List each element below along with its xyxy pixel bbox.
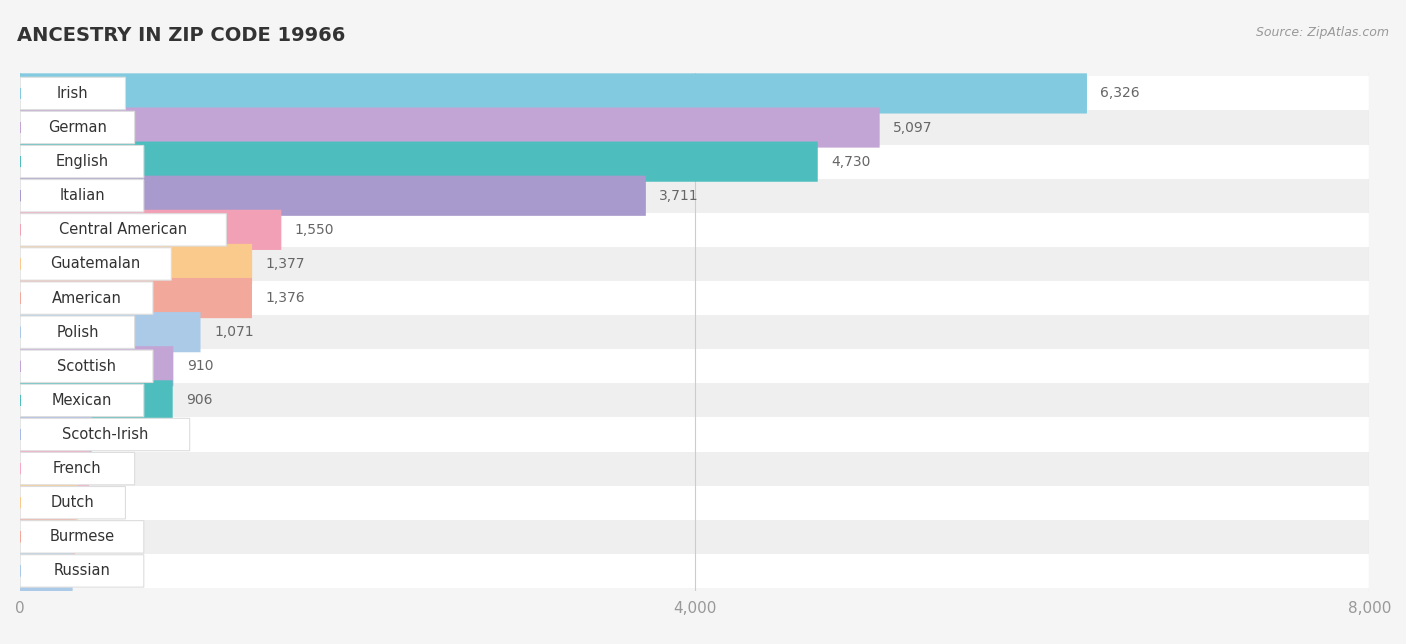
Text: Polish: Polish: [56, 325, 98, 339]
FancyBboxPatch shape: [20, 77, 125, 109]
FancyBboxPatch shape: [20, 108, 880, 147]
Text: 3,711: 3,711: [659, 189, 699, 203]
Text: French: French: [53, 461, 101, 476]
FancyBboxPatch shape: [20, 419, 190, 451]
Text: Italian: Italian: [59, 188, 105, 204]
Text: Russian: Russian: [53, 564, 111, 578]
Text: 5,097: 5,097: [893, 120, 932, 135]
FancyBboxPatch shape: [20, 214, 226, 246]
FancyBboxPatch shape: [20, 247, 1369, 281]
FancyBboxPatch shape: [20, 349, 1369, 383]
Text: 343: 343: [91, 496, 118, 509]
Text: 906: 906: [186, 393, 212, 408]
Text: English: English: [55, 154, 108, 169]
FancyBboxPatch shape: [20, 142, 818, 182]
Text: 1,376: 1,376: [266, 291, 305, 305]
Text: Scotch-Irish: Scotch-Irish: [62, 427, 148, 442]
FancyBboxPatch shape: [20, 73, 1087, 113]
FancyBboxPatch shape: [20, 520, 143, 553]
Text: Guatemalan: Guatemalan: [51, 256, 141, 272]
Text: 1,377: 1,377: [266, 257, 305, 271]
Text: 410: 410: [103, 462, 129, 476]
Text: ANCESTRY IN ZIP CODE 19966: ANCESTRY IN ZIP CODE 19966: [17, 26, 346, 45]
FancyBboxPatch shape: [20, 145, 1369, 178]
FancyBboxPatch shape: [20, 451, 1369, 486]
FancyBboxPatch shape: [20, 178, 1369, 213]
FancyBboxPatch shape: [20, 111, 135, 144]
FancyBboxPatch shape: [20, 482, 77, 523]
FancyBboxPatch shape: [20, 486, 125, 519]
FancyBboxPatch shape: [20, 281, 1369, 315]
FancyBboxPatch shape: [20, 554, 143, 587]
FancyBboxPatch shape: [20, 180, 143, 212]
FancyBboxPatch shape: [20, 315, 1369, 349]
FancyBboxPatch shape: [20, 448, 89, 489]
FancyBboxPatch shape: [20, 381, 173, 421]
FancyBboxPatch shape: [20, 384, 143, 417]
Text: 1,071: 1,071: [214, 325, 253, 339]
FancyBboxPatch shape: [20, 146, 143, 178]
FancyBboxPatch shape: [20, 414, 91, 455]
FancyBboxPatch shape: [20, 176, 645, 216]
FancyBboxPatch shape: [20, 516, 75, 557]
FancyBboxPatch shape: [20, 554, 1369, 588]
Text: Central American: Central American: [59, 222, 187, 238]
FancyBboxPatch shape: [20, 452, 135, 485]
FancyBboxPatch shape: [20, 346, 173, 386]
Text: American: American: [52, 290, 121, 305]
FancyBboxPatch shape: [20, 383, 1369, 417]
Text: 4,730: 4,730: [831, 155, 870, 169]
Text: Source: ZipAtlas.com: Source: ZipAtlas.com: [1256, 26, 1389, 39]
Text: Mexican: Mexican: [52, 393, 112, 408]
FancyBboxPatch shape: [20, 210, 281, 250]
Text: Scottish: Scottish: [58, 359, 117, 374]
FancyBboxPatch shape: [20, 316, 135, 348]
Text: Dutch: Dutch: [51, 495, 94, 510]
FancyBboxPatch shape: [20, 520, 1369, 554]
Text: German: German: [48, 120, 107, 135]
FancyBboxPatch shape: [20, 312, 201, 352]
Text: 6,326: 6,326: [1101, 86, 1140, 100]
Text: 313: 313: [86, 564, 112, 578]
FancyBboxPatch shape: [20, 248, 172, 280]
Text: Irish: Irish: [58, 86, 89, 101]
Text: Burmese: Burmese: [49, 529, 114, 544]
FancyBboxPatch shape: [20, 244, 252, 284]
FancyBboxPatch shape: [20, 77, 1369, 111]
FancyBboxPatch shape: [20, 111, 1369, 145]
FancyBboxPatch shape: [20, 350, 153, 383]
FancyBboxPatch shape: [20, 213, 1369, 247]
Text: 910: 910: [187, 359, 214, 374]
FancyBboxPatch shape: [20, 486, 1369, 520]
FancyBboxPatch shape: [20, 282, 153, 314]
FancyBboxPatch shape: [20, 417, 1369, 451]
Text: 1,550: 1,550: [295, 223, 335, 237]
FancyBboxPatch shape: [20, 278, 252, 318]
Text: 327: 327: [89, 530, 115, 544]
FancyBboxPatch shape: [20, 551, 73, 591]
Text: 426: 426: [105, 428, 132, 442]
